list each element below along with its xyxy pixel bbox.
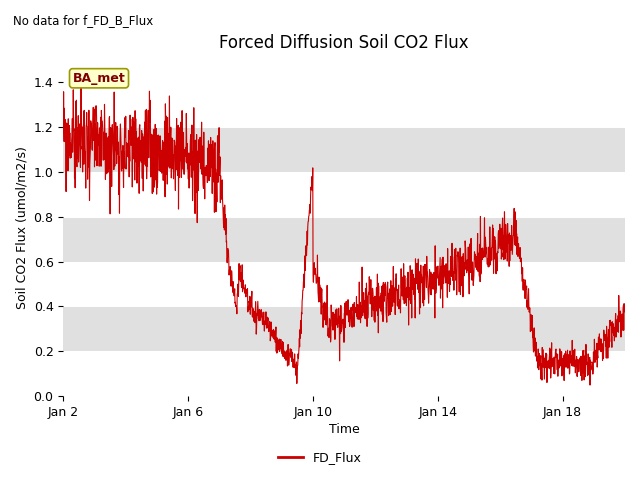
Bar [63,351,625,396]
Bar [63,172,625,216]
Text: BA_met: BA_met [72,72,125,85]
Y-axis label: Soil CO2 Flux (umol/m2/s): Soil CO2 Flux (umol/m2/s) [15,146,28,309]
Title: Forced Diffusion Soil CO2 Flux: Forced Diffusion Soil CO2 Flux [220,34,469,52]
Bar [63,262,625,306]
Legend: FD_Flux: FD_Flux [273,446,367,469]
Bar [63,216,625,262]
Bar [63,306,625,351]
Bar [63,82,625,127]
X-axis label: Time: Time [329,423,360,436]
Bar [63,127,625,172]
Text: No data for f_FD_B_Flux: No data for f_FD_B_Flux [13,14,153,27]
